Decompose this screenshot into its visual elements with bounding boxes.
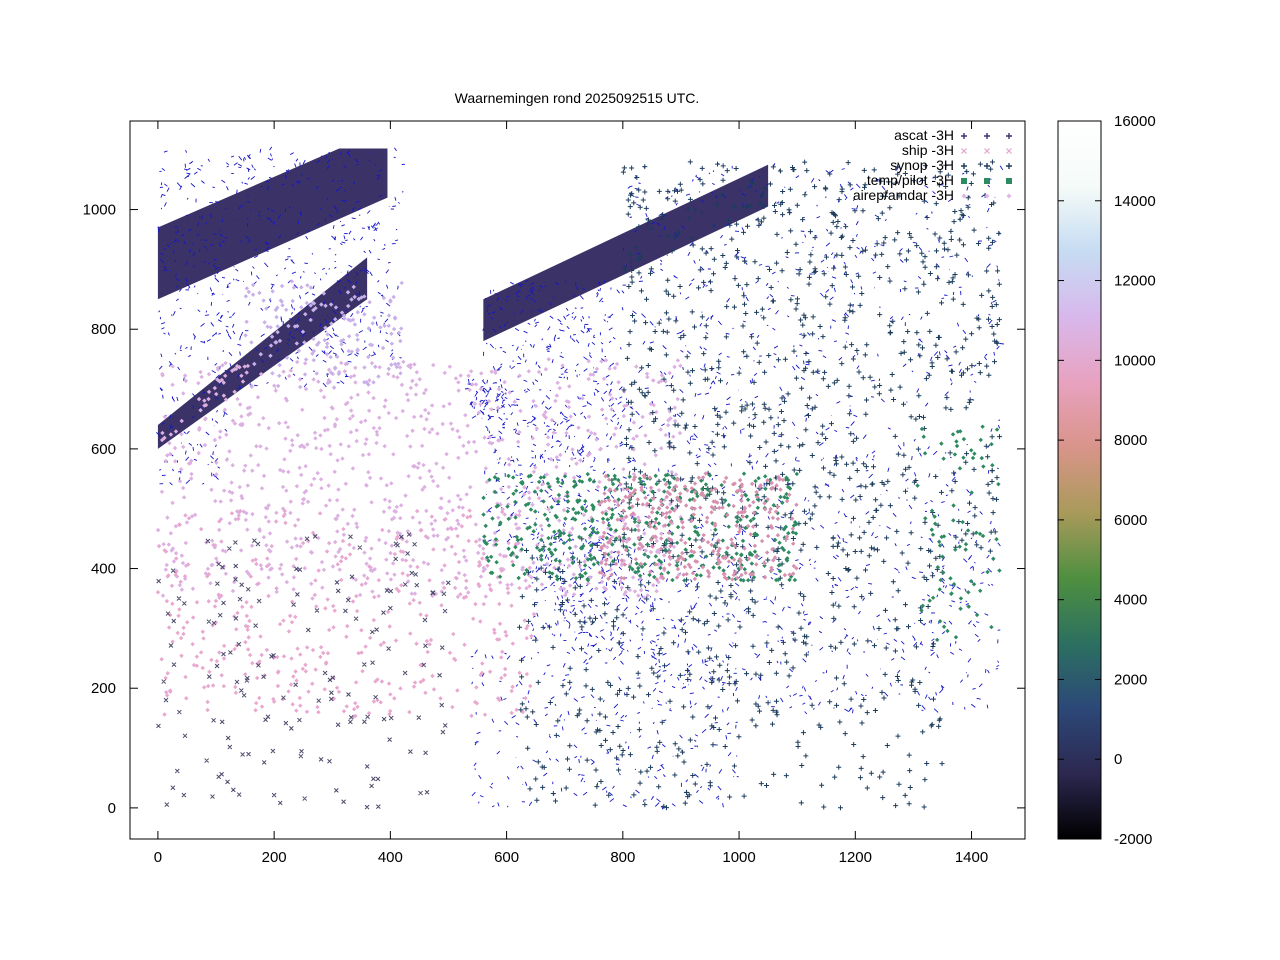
y-tick-label: 400 xyxy=(91,561,116,578)
legend-marker xyxy=(961,178,1012,184)
ascat-swath xyxy=(483,164,769,342)
x-tick-label: 1000 xyxy=(722,849,755,866)
observation-points-layer xyxy=(155,159,1003,811)
legend-marker xyxy=(961,163,1012,169)
ascat-swath xyxy=(157,148,388,300)
colorbar-tick-label: 0 xyxy=(1114,751,1122,768)
legend-label: temp/pilot -3H xyxy=(867,172,954,188)
x-tick-label: 600 xyxy=(494,849,519,866)
airep-cloud xyxy=(243,279,404,390)
legend-label: airep/amdar -3H xyxy=(853,187,954,203)
legend-marker xyxy=(961,133,1012,139)
coastline-segment xyxy=(224,146,353,390)
colorbar-tick-label: 10000 xyxy=(1114,352,1156,369)
coastline-segment xyxy=(479,280,627,547)
x-tick-label: 1200 xyxy=(839,849,872,866)
y-tick-label: 600 xyxy=(91,441,116,458)
legend-label: ascat -3H xyxy=(894,127,954,143)
coastline-segment xyxy=(156,149,230,486)
y-tick-label: 0 xyxy=(108,800,116,817)
x-axis: 0 200 400 600 800 1000 1200 1400 xyxy=(154,121,988,866)
x-tick-label: 800 xyxy=(610,849,635,866)
colorbar-tick-label: 8000 xyxy=(1114,432,1147,449)
legend-marker xyxy=(961,193,1012,199)
coastline-segment xyxy=(651,554,1001,715)
ascat-swath xyxy=(157,257,368,449)
synop-cloud xyxy=(620,159,1003,560)
colorbar-tick-label: 16000 xyxy=(1114,113,1156,130)
ascat-swath-layer xyxy=(157,148,769,449)
plot-frame xyxy=(129,120,1026,840)
plot-area xyxy=(155,146,1004,811)
y-tick-label: 200 xyxy=(91,680,116,697)
temp-cloud xyxy=(915,424,1002,643)
chart-title: Waarnemingen rond 2025092515 UTC. xyxy=(455,90,700,106)
legend-label: ship -3H xyxy=(902,142,954,158)
synop-cloud xyxy=(517,531,945,811)
coastline-layer xyxy=(156,146,1004,810)
colorbar-tick-label: 4000 xyxy=(1114,592,1147,609)
coastline-segment xyxy=(328,147,406,361)
y-tick-label: 800 xyxy=(91,321,116,338)
colorbar: 16000 14000 12000 10000 8000 6000 4000 2000 0 -20… xyxy=(1057,113,1156,848)
colorbar-tick-label: 6000 xyxy=(1114,512,1147,529)
ship-cloud xyxy=(156,532,451,810)
legend-label: synop -3H xyxy=(890,157,954,173)
x-tick-label: 1400 xyxy=(955,849,988,866)
airep-cloud xyxy=(155,508,537,719)
colorbar-tick-label: -2000 xyxy=(1114,831,1152,848)
airep-cloud xyxy=(155,357,683,601)
colorbar-gradient xyxy=(1057,120,1102,840)
y-axis: 0 200 400 600 800 1000 xyxy=(83,202,1025,817)
colorbar-tick-label: 2000 xyxy=(1114,671,1147,688)
legend-marker xyxy=(961,148,1012,154)
colorbar-tick-label: 12000 xyxy=(1114,273,1156,290)
colorbar-tick-label: 14000 xyxy=(1114,193,1156,210)
airep-cloud xyxy=(597,471,799,582)
x-tick-label: 0 xyxy=(154,849,162,866)
coastline-segment xyxy=(470,649,739,810)
x-tick-label: 200 xyxy=(262,849,287,866)
temp-cloud xyxy=(481,471,800,583)
x-tick-label: 400 xyxy=(378,849,403,866)
y-tick-label: 1000 xyxy=(83,202,116,219)
